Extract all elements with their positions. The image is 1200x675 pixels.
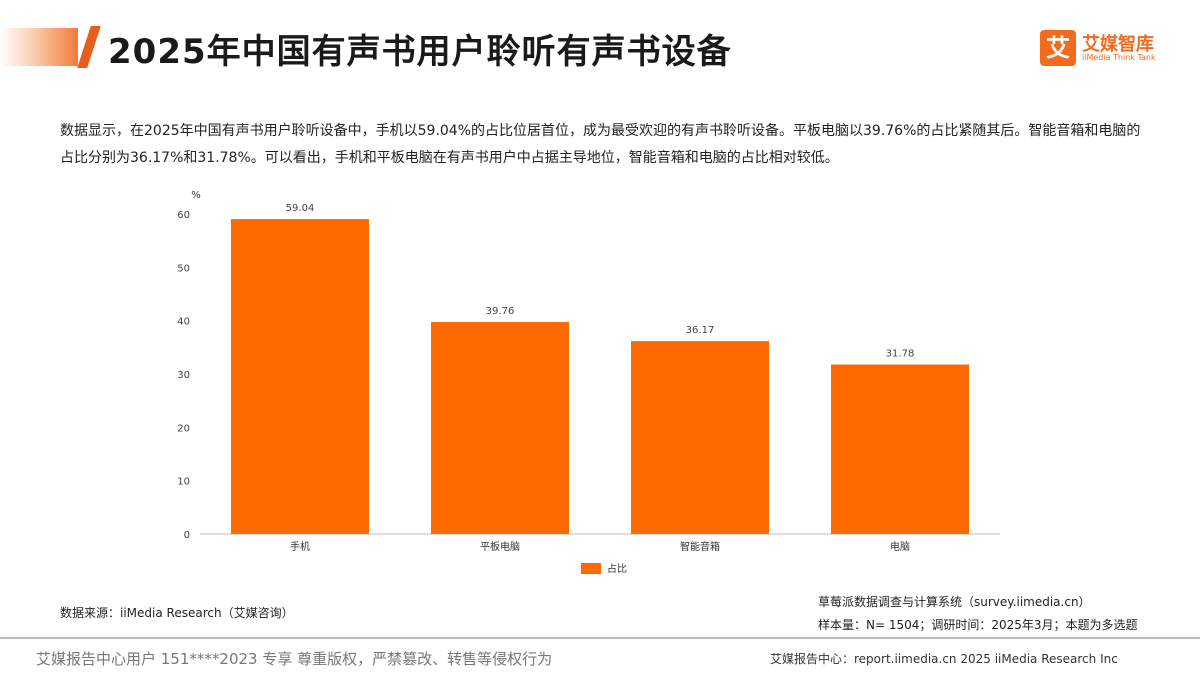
y-tick-label: 60	[177, 210, 190, 221]
y-axis-unit: %	[191, 190, 201, 201]
y-tick-label: 50	[177, 263, 190, 274]
x-category-label: 智能音箱	[680, 540, 720, 553]
logo-name: 艾媒智库	[1082, 34, 1154, 55]
data-source: 数据来源：iiMedia Research（艾媒咨询）	[60, 606, 294, 620]
y-tick-label: 40	[177, 317, 190, 328]
logo-subtitle: iiMedia Think Tank	[1082, 53, 1156, 62]
report-center-link: 艾媒报告中心：report.iimedia.cn 2025 iiMedia Re…	[770, 652, 1118, 666]
x-category-label: 手机	[290, 540, 310, 553]
sample-info: 样本量：N= 1504；调研时间：2025年3月；本题为多选题	[818, 618, 1138, 632]
copyright-notice: 艾媒报告中心用户 151****2023 专享 尊重版权，严禁篡改、转售等侵权行…	[36, 650, 553, 668]
legend-label: 占比	[607, 562, 627, 575]
data-label: 31.78	[886, 349, 915, 360]
x-category-label: 平板电脑	[480, 540, 520, 553]
legend-swatch	[581, 563, 601, 574]
bar	[431, 321, 569, 534]
page-title: 2025年中国有声书用户聆听有声书设备	[108, 32, 732, 72]
survey-system: 草莓派数据调查与计算系统（survey.iimedia.cn）	[818, 595, 1091, 609]
chart-description: 数据显示，在2025年中国有声书用户聆听设备中，手机以59.04%的占比位居首位…	[60, 123, 1141, 166]
header-decoration-bar	[0, 28, 78, 66]
bar	[631, 341, 769, 534]
y-tick-label: 30	[177, 370, 190, 381]
data-label: 36.17	[686, 325, 715, 336]
x-category-label: 电脑	[890, 540, 910, 553]
brand-logo: 艾 艾媒智库 iiMedia Think Tank	[1040, 30, 1180, 70]
footer-divider	[0, 637, 1200, 639]
data-label: 59.04	[286, 203, 315, 214]
bar	[831, 364, 969, 534]
bar	[231, 219, 369, 534]
y-tick-label: 20	[177, 423, 190, 434]
y-tick-label: 10	[177, 477, 190, 488]
y-tick-label: 0	[184, 530, 190, 541]
data-label: 39.76	[486, 306, 515, 317]
logo-icon: 艾	[1040, 30, 1076, 66]
